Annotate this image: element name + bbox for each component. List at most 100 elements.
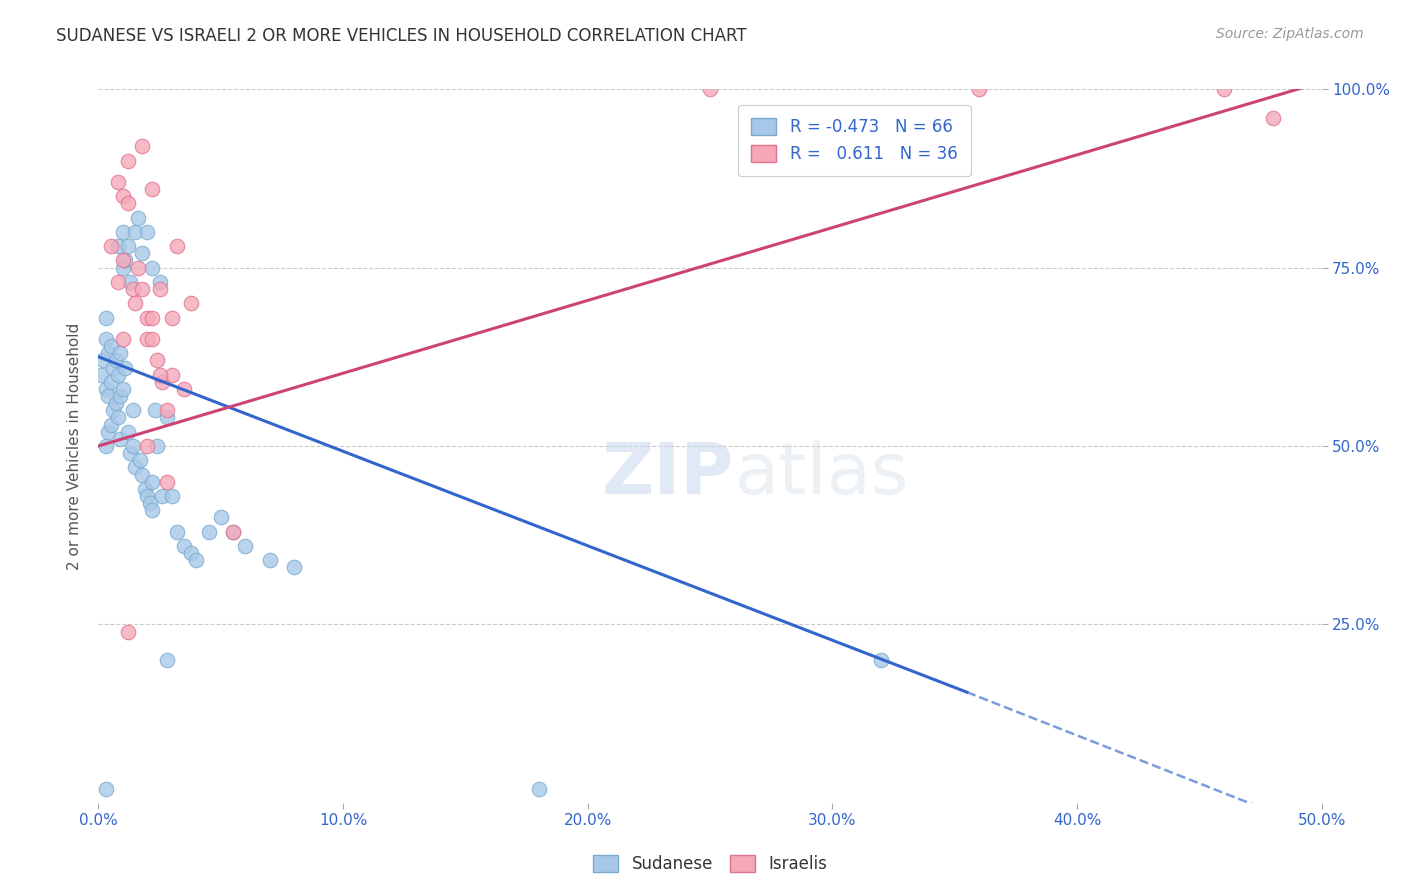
Point [149,275,172,289]
Point [136,332,159,346]
Text: Source: ZipAtlas.com: Source: ZipAtlas.com [1216,27,1364,41]
Point [283,560,305,574]
Point [94,382,117,396]
Point [117,239,139,253]
Point [160,310,183,325]
Point [101,403,124,417]
Point [110,346,132,360]
Point [149,368,172,382]
Point [121,439,143,453]
Point [94,310,117,325]
Point [120,275,142,289]
Point [173,539,195,553]
Point [149,282,172,296]
Legend: Sudanese, Israelis: Sudanese, Israelis [586,848,834,880]
Point [100,417,122,432]
Point [101,360,124,375]
Point [121,403,143,417]
Point [114,253,136,268]
Text: atlas: atlas [734,440,908,509]
Point [136,225,159,239]
Point [156,475,179,489]
Point [160,368,183,382]
Point [222,524,245,539]
Point [124,460,146,475]
Point [94,439,117,453]
Point [124,296,146,310]
Point [127,211,149,225]
Point [156,653,179,667]
Point [150,489,173,503]
Point [699,82,721,96]
Point [156,410,179,425]
Point [131,246,153,260]
Point [111,225,134,239]
Point [141,260,163,275]
Point [91,353,114,368]
Point [100,239,122,253]
Point [141,310,163,325]
Point [209,510,232,524]
Point [107,175,129,189]
Point [146,439,169,453]
Point [156,403,179,417]
Point [107,239,129,253]
Point [111,189,134,203]
Point [97,389,120,403]
Point [107,410,129,425]
Point [131,467,153,482]
Point [94,332,117,346]
Point [124,225,146,239]
Point [114,360,136,375]
Point [107,368,129,382]
Point [120,446,142,460]
Point [870,653,893,667]
Point [259,553,281,567]
Point [136,310,159,325]
Point [107,275,129,289]
Point [117,196,139,211]
Point [121,282,143,296]
Point [139,496,162,510]
Point [110,389,132,403]
Point [104,353,127,368]
Point [111,332,134,346]
Point [222,524,245,539]
Point [134,482,156,496]
Point [141,332,163,346]
Point [131,282,153,296]
Point [117,153,139,168]
Point [527,781,550,796]
Point [197,524,219,539]
Point [173,382,195,396]
Point [100,375,122,389]
Point [90,368,112,382]
Point [1212,82,1234,96]
Point [143,403,166,417]
Point [111,253,134,268]
Point [186,553,208,567]
Point [117,624,139,639]
Point [131,139,153,153]
Point [97,346,120,360]
Point [94,781,117,796]
Point [111,382,134,396]
Point [117,425,139,439]
Point [141,182,163,196]
Text: ZIP: ZIP [602,440,734,509]
Y-axis label: 2 or more Vehicles in Household: 2 or more Vehicles in Household [67,322,83,570]
Point [104,396,127,410]
Point [150,375,173,389]
Point [146,353,169,368]
Point [180,546,202,560]
Point [100,339,122,353]
Text: SUDANESE VS ISRAELI 2 OR MORE VEHICLES IN HOUSEHOLD CORRELATION CHART: SUDANESE VS ISRAELI 2 OR MORE VEHICLES I… [56,27,747,45]
Point [1261,111,1284,125]
Point [166,524,188,539]
Point [136,439,159,453]
Point [97,425,120,439]
Point [111,260,134,275]
Point [127,260,149,275]
Point [129,453,152,467]
Point [141,503,163,517]
